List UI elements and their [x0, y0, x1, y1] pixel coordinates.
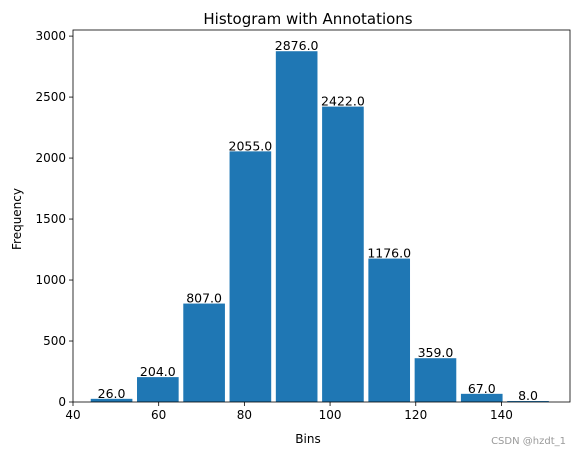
- bar-value-label-0: 26.0: [98, 386, 126, 401]
- bar-value-label-9: 8.0: [518, 388, 538, 403]
- bar-value-label-3: 2055.0: [229, 138, 273, 153]
- bar-value-label-4: 2876.0: [275, 38, 319, 53]
- x-tick-label-1: 60: [151, 408, 166, 422]
- x-tick-label-4: 120: [404, 408, 427, 422]
- y-tick-label-1: 500: [43, 334, 66, 348]
- bars-group: [90, 51, 549, 403]
- bar-value-label-5: 2422.0: [321, 94, 365, 109]
- y-tick-label-2: 1000: [35, 273, 66, 287]
- histogram-bar-4: [275, 51, 318, 403]
- histogram-bar-6: [368, 258, 411, 402]
- y-tick-label-5: 2500: [35, 90, 66, 104]
- histogram-bar-8: [460, 393, 503, 402]
- bar-value-label-1: 204.0: [140, 364, 176, 379]
- y-tick-label-0: 0: [58, 395, 66, 409]
- chart-title: Histogram with Annotations: [203, 10, 412, 28]
- watermark: CSDN @hzdt_1: [491, 436, 566, 447]
- x-tick-label-3: 100: [319, 408, 342, 422]
- histogram-bar-5: [322, 106, 364, 403]
- bar-value-label-7: 359.0: [418, 345, 454, 360]
- x-tick-label-5: 140: [490, 408, 513, 422]
- y-tick-label-3: 1500: [35, 212, 66, 226]
- bar-value-label-6: 1176.0: [367, 246, 411, 261]
- bar-value-label-8: 67.0: [468, 381, 496, 396]
- histogram-bar-2: [183, 303, 225, 402]
- bar-labels-group: 26.0 204.0 807.0 2055.0 2876.0 2422.0 1176.0 35…: [98, 38, 538, 403]
- x-tick-label-0: 40: [65, 408, 80, 422]
- histogram-bar-9: [507, 401, 549, 402]
- y-axis-label: Frequency: [10, 188, 24, 250]
- histogram-bar-3: [229, 151, 272, 402]
- axes-group: 40 60 80 100 120 140 0 500 1000 1500 2000 2500 3000: [35, 29, 571, 422]
- histogram-bar-1: [137, 377, 179, 402]
- x-axis-label: Bins: [295, 432, 320, 446]
- histogram-bar-0: [90, 398, 133, 402]
- x-tick-label-2: 80: [237, 408, 252, 422]
- plot-frame: [72, 29, 571, 403]
- bar-value-label-2: 807.0: [186, 291, 222, 306]
- y-tick-label-6: 3000: [35, 29, 66, 43]
- y-tick-label-4: 2000: [35, 151, 66, 165]
- histogram-bar-7: [414, 358, 457, 402]
